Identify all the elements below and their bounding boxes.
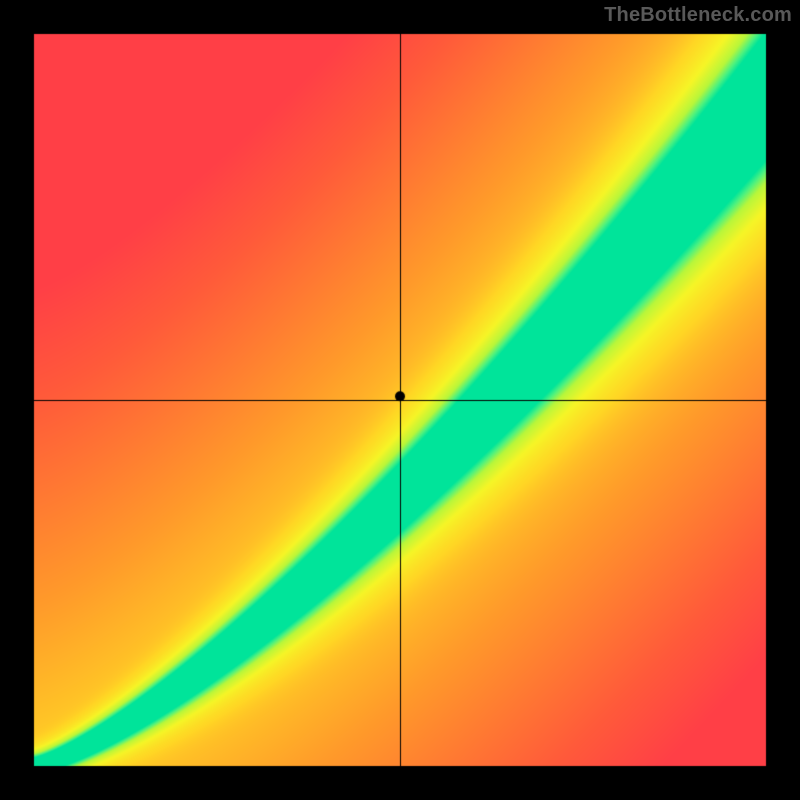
watermark-text: TheBottleneck.com [604,4,792,27]
bottleneck-heatmap [0,0,800,800]
